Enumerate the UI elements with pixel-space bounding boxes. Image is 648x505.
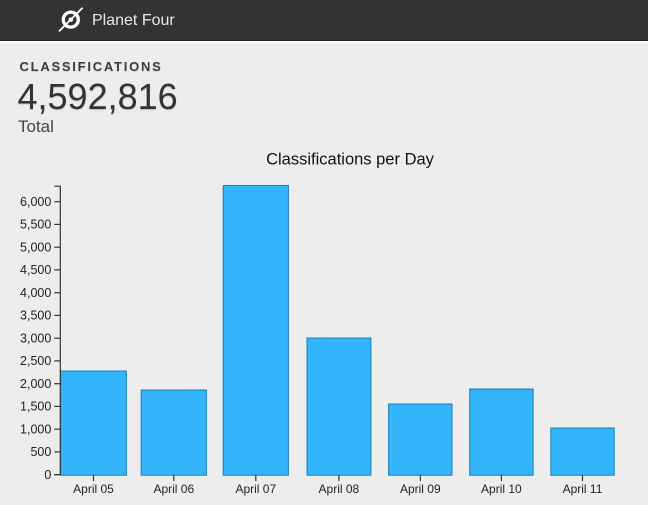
svg-text:5,000: 5,000 [20, 240, 51, 254]
svg-text:4,000: 4,000 [20, 286, 51, 300]
svg-text:3,500: 3,500 [20, 309, 51, 323]
svg-text:April 10: April 10 [481, 482, 522, 496]
svg-text:1,500: 1,500 [20, 400, 51, 414]
svg-text:2,000: 2,000 [20, 377, 51, 391]
svg-text:Classifications per Day: Classifications per Day [266, 151, 435, 169]
svg-text:2,500: 2,500 [20, 354, 51, 368]
svg-text:0: 0 [44, 468, 51, 482]
svg-text:April 09: April 09 [400, 482, 441, 496]
svg-text:April 11: April 11 [563, 482, 603, 496]
svg-text:1,000: 1,000 [20, 422, 51, 436]
svg-text:April 08: April 08 [319, 482, 360, 496]
svg-text:6,000: 6,000 [20, 195, 51, 209]
svg-text:3,000: 3,000 [20, 331, 51, 345]
svg-text:500: 500 [30, 445, 51, 459]
svg-text:April 05: April 05 [73, 482, 114, 496]
svg-text:5,500: 5,500 [20, 218, 51, 232]
svg-text:4,500: 4,500 [20, 263, 51, 277]
svg-text:April 07: April 07 [235, 482, 276, 496]
svg-text:April 06: April 06 [153, 482, 194, 496]
